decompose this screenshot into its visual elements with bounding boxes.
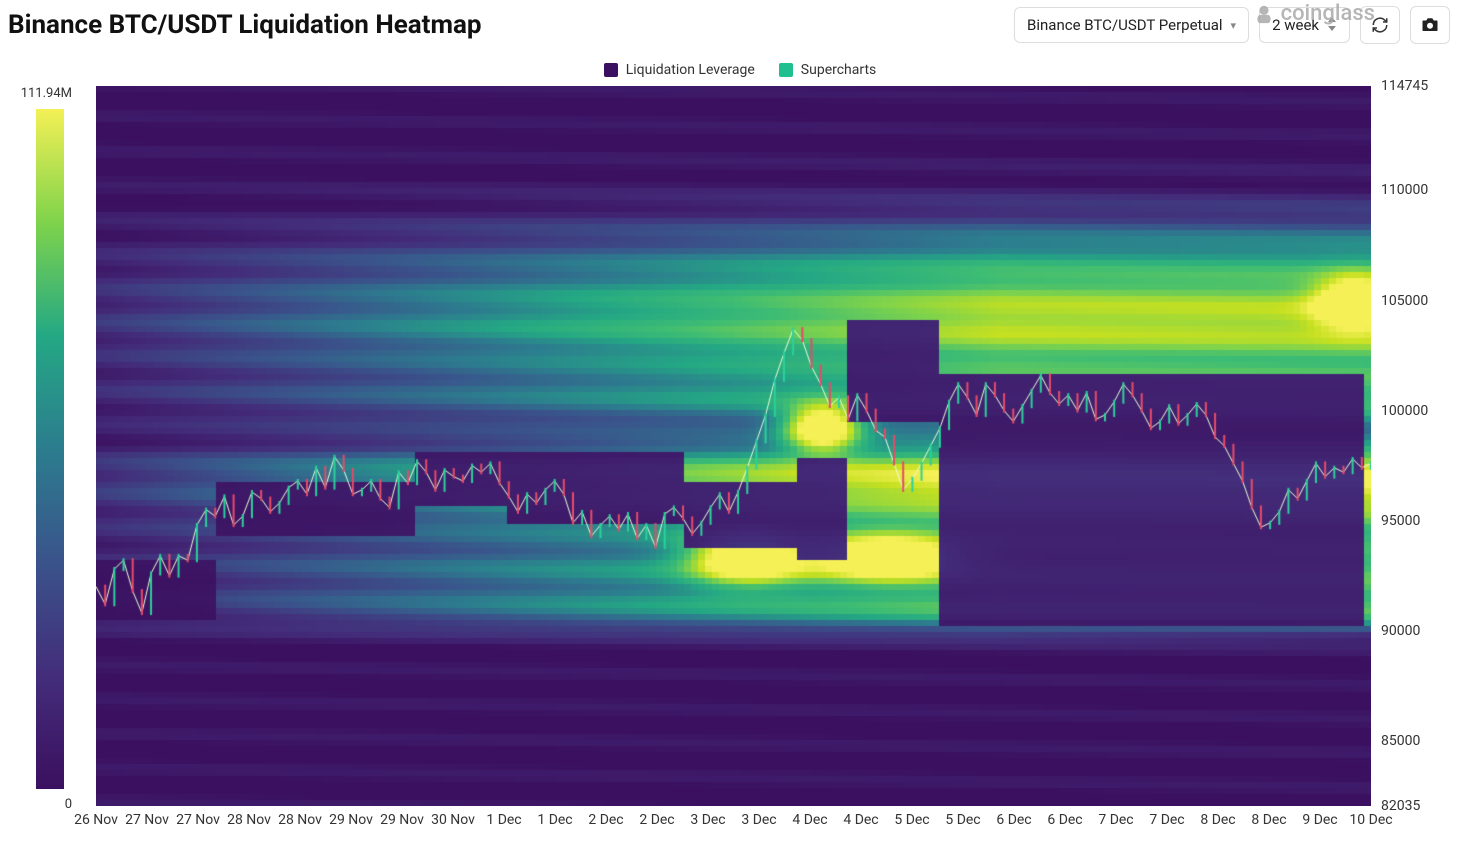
x-tick: 2 Dec xyxy=(588,812,623,828)
x-tick: 27 Nov xyxy=(176,812,220,828)
x-tick: 3 Dec xyxy=(741,812,776,828)
x-tick: 7 Dec xyxy=(1149,812,1184,828)
legend-swatch-2 xyxy=(779,63,793,77)
x-tick: 27 Nov xyxy=(125,812,169,828)
legend-swatch-1 xyxy=(604,63,618,77)
x-tick: 29 Nov xyxy=(329,812,373,828)
y-tick: 95000 xyxy=(1381,513,1420,529)
colorbar-max: 111.94M xyxy=(18,86,78,109)
x-tick: 28 Nov xyxy=(227,812,271,828)
legend: Liquidation Leverage Supercharts xyxy=(0,50,1480,86)
x-tick: 5 Dec xyxy=(945,812,980,828)
x-tick: 28 Nov xyxy=(278,812,322,828)
x-tick: 29 Nov xyxy=(380,812,424,828)
pair-select-label: Binance BTC/USDT Perpetual xyxy=(1027,16,1223,34)
legend-label-1: Liquidation Leverage xyxy=(626,62,755,78)
x-tick: 5 Dec xyxy=(894,812,929,828)
camera-icon xyxy=(1421,16,1439,34)
watermark: coinglass xyxy=(1253,1,1375,26)
legend-item-leverage: Liquidation Leverage xyxy=(604,62,755,78)
x-tick: 6 Dec xyxy=(996,812,1031,828)
watermark-text: coinglass xyxy=(1281,1,1375,26)
heatmap-canvas[interactable] xyxy=(96,86,1371,806)
y-tick: 90000 xyxy=(1381,623,1420,639)
x-tick: 4 Dec xyxy=(843,812,878,828)
x-tick: 8 Dec xyxy=(1200,812,1235,828)
colorbar xyxy=(36,109,64,789)
x-tick: 30 Nov xyxy=(431,812,475,828)
x-tick: 8 Dec xyxy=(1251,812,1286,828)
y-tick: 114745 xyxy=(1381,78,1428,94)
x-tick: 3 Dec xyxy=(690,812,725,828)
chevron-down-icon: ▾ xyxy=(1231,19,1237,32)
x-tick: 4 Dec xyxy=(792,812,827,828)
logo-icon xyxy=(1253,3,1275,25)
y-tick: 110000 xyxy=(1381,182,1428,198)
x-tick: 2 Dec xyxy=(639,812,674,828)
legend-label-2: Supercharts xyxy=(801,62,876,78)
screenshot-button[interactable] xyxy=(1410,6,1450,44)
x-tick: 1 Dec xyxy=(537,812,572,828)
y-tick: 100000 xyxy=(1381,403,1428,419)
y-tick: 85000 xyxy=(1381,733,1420,749)
colorbar-min: 0 xyxy=(18,789,78,812)
page-title: Binance BTC/USDT Liquidation Heatmap xyxy=(8,10,482,40)
x-tick: 1 Dec xyxy=(486,812,521,828)
x-tick: 26 Nov xyxy=(74,812,118,828)
x-tick: 6 Dec xyxy=(1047,812,1082,828)
x-tick: 9 Dec xyxy=(1302,812,1337,828)
x-tick: 10 Dec xyxy=(1349,812,1392,828)
x-tick: 7 Dec xyxy=(1098,812,1133,828)
pair-select[interactable]: Binance BTC/USDT Perpetual ▾ xyxy=(1014,7,1249,43)
legend-item-supercharts: Supercharts xyxy=(779,62,876,78)
y-tick: 105000 xyxy=(1381,293,1428,309)
